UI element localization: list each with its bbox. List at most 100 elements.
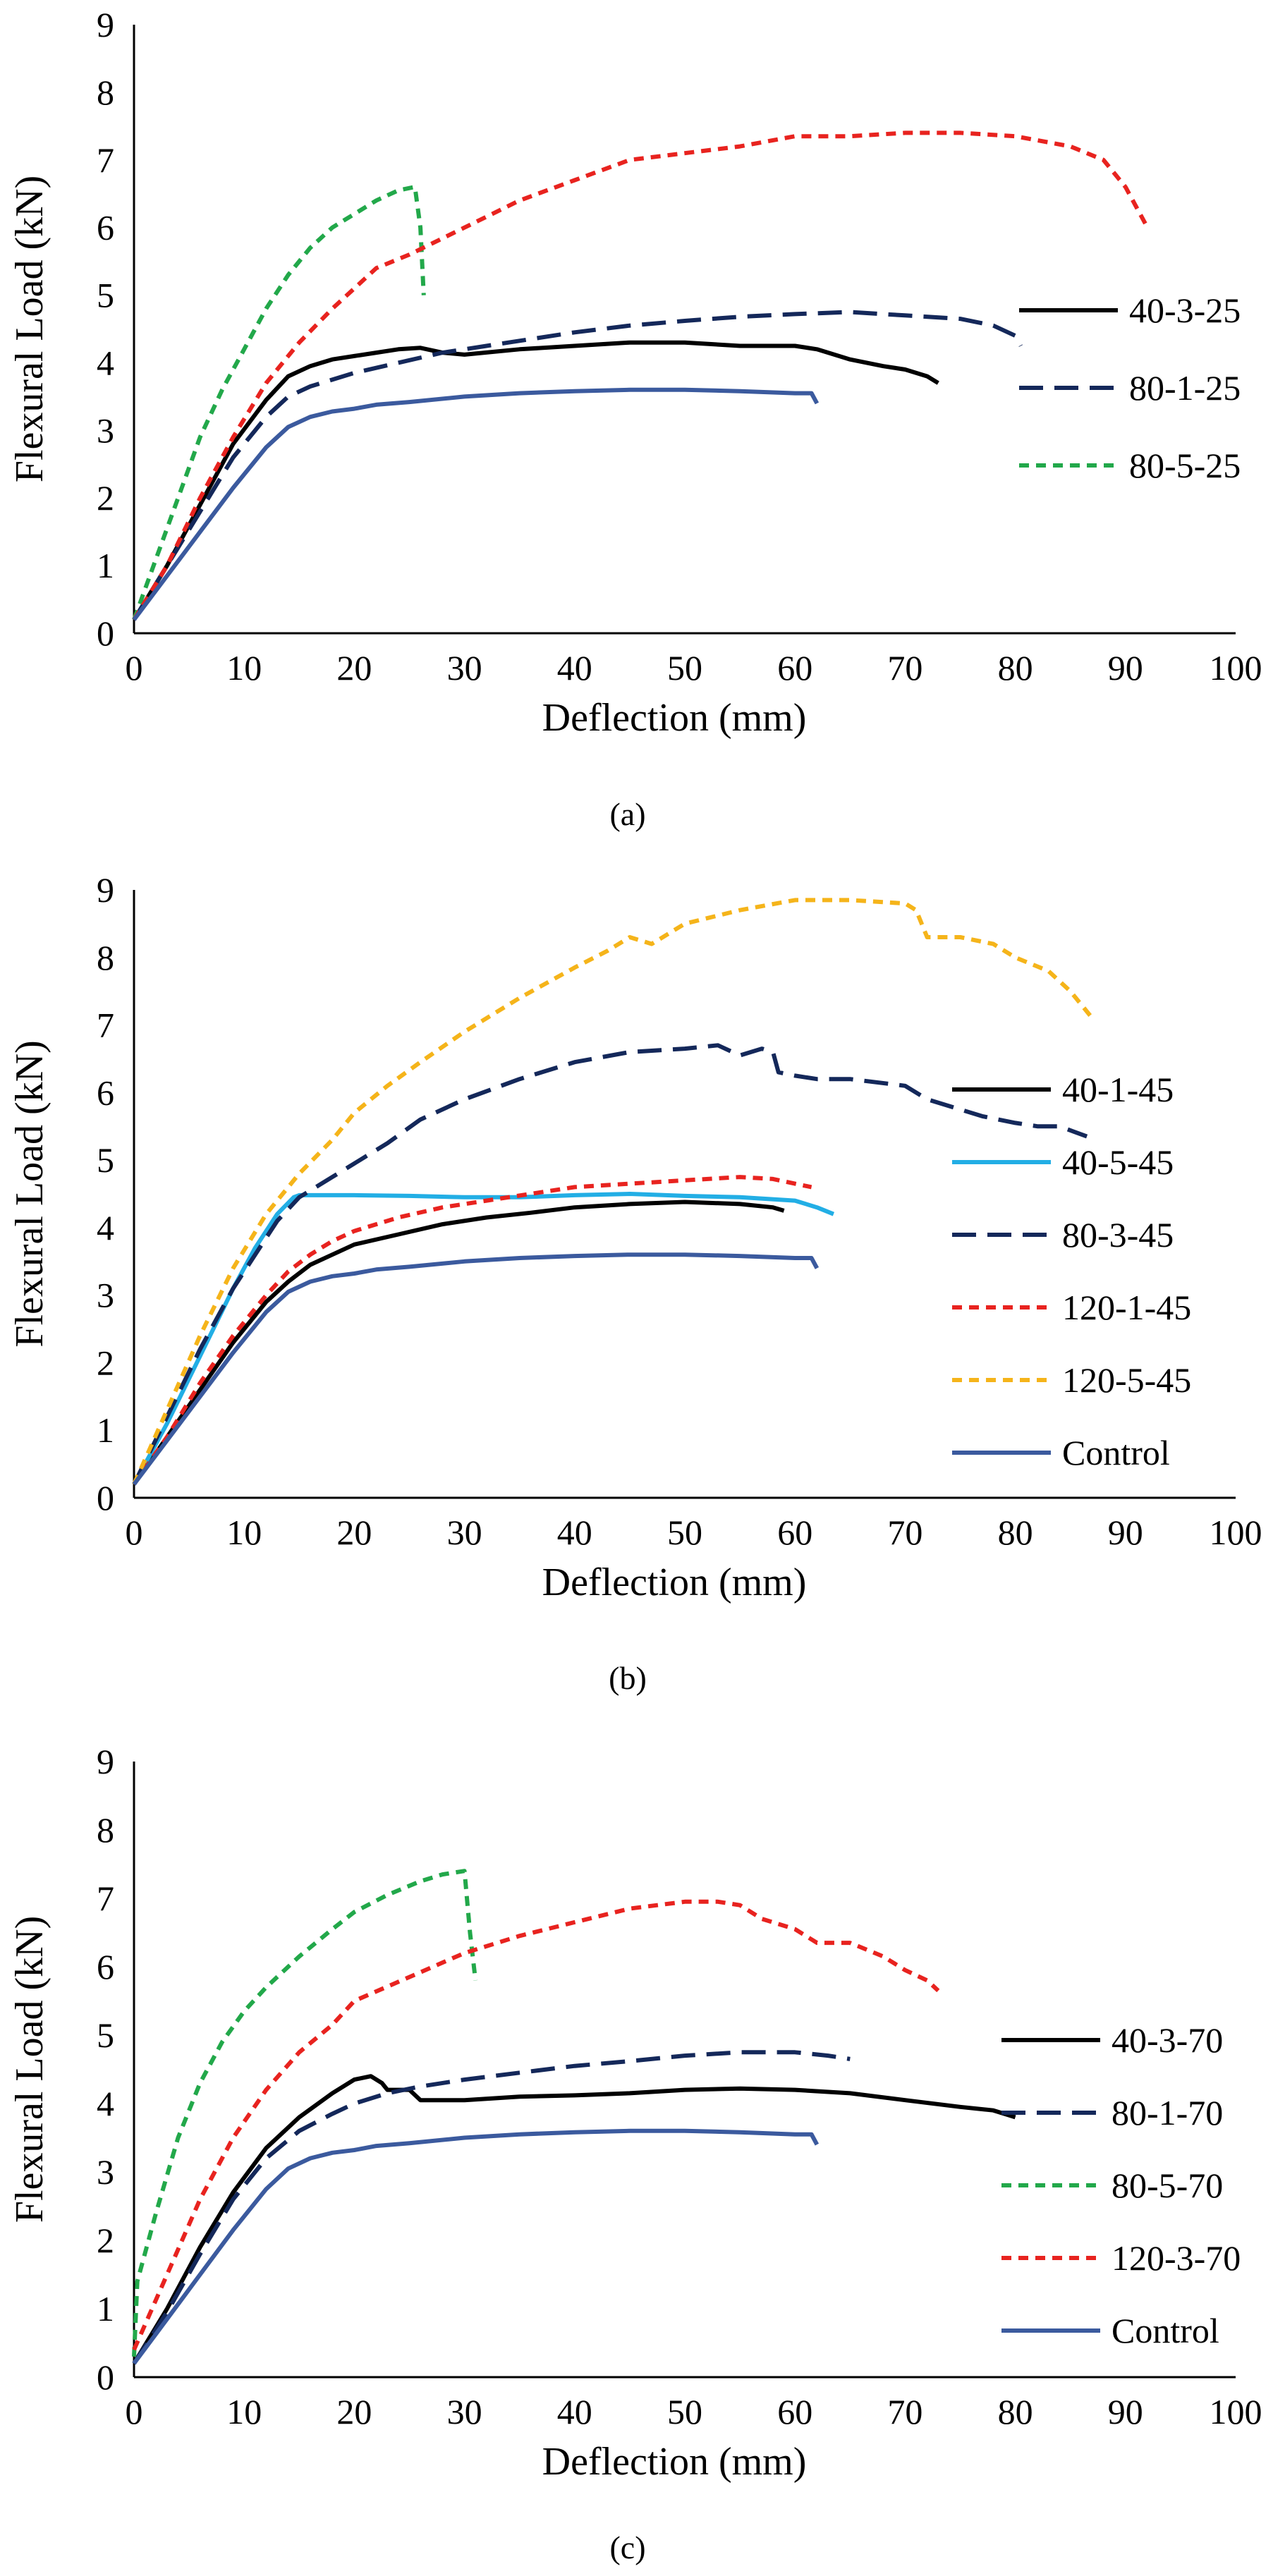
y-tick-label: 8	[97, 73, 114, 112]
y-tick-label: 5	[97, 2015, 114, 2055]
y-tick-label: 9	[97, 1742, 114, 1781]
x-tick-label: 50	[667, 1513, 702, 1552]
y-axis-label: Flexural Load (kN)	[8, 176, 51, 482]
x-tick-label: 20	[336, 1513, 372, 1552]
series-line-120-3-70	[132, 1899, 940, 2351]
x-tick-label: 60	[777, 648, 812, 688]
y-tick-label: 5	[97, 276, 114, 315]
y-tick-label: 7	[97, 1879, 114, 1918]
legend-label-40-3-70: 40-3-70	[1112, 2020, 1223, 2060]
panel-caption: (b)	[609, 1660, 647, 1696]
x-tick-label: 30	[447, 1513, 482, 1552]
x-tick-label: 100	[1210, 2392, 1262, 2431]
y-tick-label: 3	[97, 1276, 114, 1315]
y-tick-label: 0	[97, 614, 114, 653]
series-line-40-5-45	[132, 1192, 835, 1486]
y-tick-label: 1	[97, 2289, 114, 2328]
x-tick-label: 0	[126, 648, 143, 688]
x-tick-label: 80	[998, 648, 1033, 688]
y-tick-label: 5	[97, 1140, 114, 1180]
x-tick-label: 60	[777, 2392, 812, 2431]
x-tick-label: 0	[126, 1513, 143, 1552]
y-tick-label: 9	[97, 870, 114, 910]
series-line-40-1-45	[132, 1200, 785, 1486]
x-tick-label: 90	[1108, 2392, 1143, 2431]
series-line-control	[132, 2128, 820, 2365]
series-line-80-1-70	[132, 2050, 851, 2365]
x-tick-label: 100	[1210, 648, 1262, 688]
x-tick-label: 20	[336, 648, 372, 688]
x-tick-label: 50	[667, 2392, 702, 2431]
x-tick-label: 10	[226, 648, 262, 688]
panel-caption: (a)	[609, 796, 645, 832]
series-line-40-3-25	[132, 340, 939, 621]
legend-label-80-5-25: 80-5-25	[1129, 446, 1241, 485]
legend-label-80-3-45: 80-3-45	[1062, 1215, 1174, 1255]
legend-label-control: Control	[1062, 1433, 1170, 1472]
series-line-40-3-70	[132, 2074, 1016, 2365]
x-axis-label: Deflection (mm)	[542, 2440, 807, 2484]
y-tick-label: 2	[97, 478, 114, 518]
series-line-120-3-25	[132, 130, 1150, 621]
x-tick-label: 10	[226, 1513, 262, 1552]
x-tick-label: 80	[998, 2392, 1033, 2431]
y-tick-label: 6	[97, 1073, 114, 1112]
x-tick-label: 90	[1108, 1513, 1143, 1552]
y-axis-label: Flexural Load (kN)	[8, 1916, 51, 2223]
series-line-control	[132, 1252, 820, 1486]
y-tick-label: 7	[97, 140, 114, 180]
x-tick-label: 50	[667, 648, 702, 688]
legend-label-80-1-70: 80-1-70	[1112, 2093, 1223, 2132]
y-tick-label: 6	[97, 208, 114, 248]
y-tick-label: 4	[97, 2084, 114, 2123]
x-tick-label: 90	[1108, 648, 1143, 688]
y-tick-label: 1	[97, 546, 114, 585]
legend-label-control: Control	[1112, 2311, 1219, 2350]
x-tick-label: 20	[336, 2392, 372, 2431]
y-tick-label: 3	[97, 410, 114, 450]
x-tick-label: 30	[447, 2392, 482, 2431]
series-line-80-5-70	[132, 1869, 478, 2357]
y-tick-label: 3	[97, 2152, 114, 2192]
x-axis-label: Deflection (mm)	[542, 1561, 807, 1604]
legend-label-40-5-45: 40-5-45	[1062, 1142, 1174, 1182]
legend-label-120-3-70: 120-3-70	[1112, 2238, 1241, 2278]
x-tick-label: 70	[887, 648, 922, 688]
y-tick-label: 2	[97, 1343, 114, 1382]
y-tick-label: 2	[97, 2221, 114, 2260]
x-axis-label: Deflection (mm)	[542, 696, 807, 740]
y-tick-label: 1	[97, 1410, 114, 1450]
x-tick-label: 70	[887, 1513, 922, 1552]
x-tick-label: 80	[998, 1513, 1033, 1552]
legend-label-40-3-25: 40-3-25	[1129, 291, 1241, 330]
series-line-80-5-25	[132, 185, 426, 621]
x-tick-label: 0	[126, 2392, 143, 2431]
legend-label-80-1-25: 80-1-25	[1129, 368, 1241, 408]
legend-label-120-5-45: 120-5-45	[1062, 1360, 1191, 1400]
y-tick-label: 4	[97, 343, 114, 382]
x-tick-label: 30	[447, 648, 482, 688]
legend-label-40-1-45: 40-1-45	[1062, 1070, 1174, 1109]
x-tick-label: 70	[887, 2392, 922, 2431]
y-tick-label: 6	[97, 1947, 114, 1986]
y-tick-label: 4	[97, 1208, 114, 1247]
x-tick-label: 10	[226, 2392, 262, 2431]
y-axis-label: Flexural Load (kN)	[8, 1040, 51, 1347]
y-tick-label: 8	[97, 1810, 114, 1850]
y-tick-label: 7	[97, 1006, 114, 1045]
panel-caption: (c)	[609, 2529, 645, 2565]
y-tick-label: 9	[97, 5, 114, 44]
series-line-80-3-45	[132, 1043, 1088, 1486]
y-tick-label: 0	[97, 1478, 114, 1518]
x-tick-label: 40	[557, 648, 592, 688]
x-tick-label: 40	[557, 2392, 592, 2431]
x-tick-label: 60	[777, 1513, 812, 1552]
y-tick-label: 0	[97, 2357, 114, 2397]
series-line-80-1-25	[132, 310, 1023, 621]
y-tick-label: 8	[97, 938, 114, 977]
series-line-120-5-45	[132, 898, 1095, 1486]
